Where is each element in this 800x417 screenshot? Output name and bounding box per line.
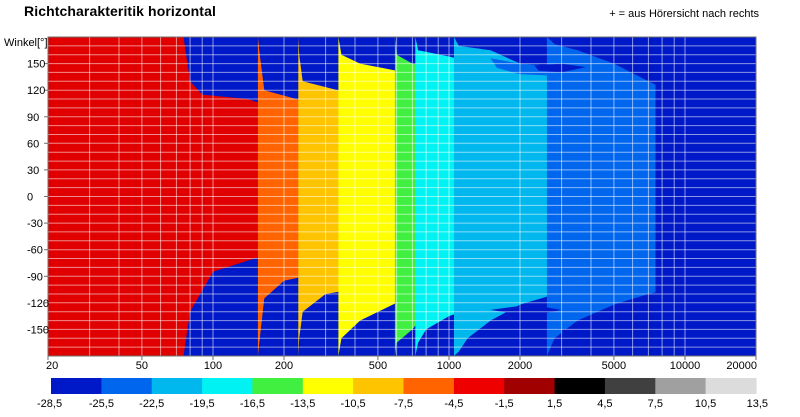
color-scale-swatch-1	[101, 378, 153, 394]
color-scale-swatch-3	[202, 378, 254, 394]
y-tick-label-0: 150	[27, 59, 45, 71]
color-scale-swatch-6	[353, 378, 405, 394]
color-scale-label-8: -4,5	[444, 398, 463, 410]
color-scale-label-2: -22,5	[139, 398, 164, 410]
color-scale-swatch-7	[403, 378, 455, 394]
color-scale-swatch-8	[453, 378, 505, 394]
y-tick-label-4: 30	[27, 165, 39, 177]
color-scale-swatch-4	[252, 378, 304, 394]
x-tick-label-1: 50	[136, 360, 148, 372]
y-axis-label: Winkel[°]	[4, 37, 48, 49]
y-tick-label-1: 120	[27, 85, 45, 97]
color-scale-label-9: -1,5	[495, 398, 514, 410]
y-tick-label-2: 90	[27, 112, 39, 124]
x-tick-label-7: 5000	[602, 360, 626, 372]
color-scale-label-0: -28,5	[37, 398, 62, 410]
x-tick-label-5: 1000	[437, 360, 461, 372]
color-scale-labels: -28,5 -25,5 -22,5 -19,5 -16,5 -13,5 -10,5 -7,5 -…	[37, 398, 768, 410]
plot-grid	[48, 37, 756, 356]
y-tick-label-3: 60	[27, 138, 39, 150]
color-scale-label-3: -19,5	[190, 398, 215, 410]
x-tick-label-3: 200	[275, 360, 293, 372]
color-scale-label-10: 1,5	[547, 398, 562, 410]
y-axis-ticks: 150 120 90 60 30 0 -30 -60 -90 -120 -150	[27, 59, 49, 337]
color-scale-swatch-10	[554, 378, 606, 394]
contour-level-12	[490, 304, 562, 317]
contour-level-10	[534, 63, 586, 73]
color-scale-label-14: 13,5	[747, 398, 768, 410]
y-tick-label-6: -30	[27, 218, 43, 230]
x-axis-ticks: 20 50 100 200 500 1000 2000 5000 10000 20000	[46, 356, 757, 372]
color-scale-swatches	[51, 378, 757, 394]
y-tick-label-9: -120	[27, 298, 49, 310]
color-scale-swatch-12	[655, 378, 707, 394]
x-tick-label-6: 2000	[508, 360, 532, 372]
chart-title: Richtcharakteritik horizontal	[24, 3, 216, 19]
y-tick-label-7: -60	[27, 245, 43, 257]
color-scale-label-5: -13,5	[290, 398, 315, 410]
x-tick-label-0: 20	[46, 360, 58, 372]
color-scale-label-4: -16,5	[240, 398, 265, 410]
color-scale-swatch-5	[302, 378, 354, 394]
y-tick-label-5: 0	[27, 192, 33, 204]
color-scale-label-12: 7,5	[648, 398, 663, 410]
color-scale-label-6: -10,5	[341, 398, 366, 410]
x-tick-label-9: 20000	[726, 360, 757, 372]
color-scale-swatch-11	[604, 378, 656, 394]
color-scale-swatch-13	[705, 378, 757, 394]
x-tick-label-2: 100	[204, 360, 222, 372]
color-scale-swatch-0	[51, 378, 102, 394]
color-scale-label-1: -25,5	[89, 398, 114, 410]
x-tick-label-4: 500	[369, 360, 387, 372]
color-scale-label-7: -7,5	[394, 398, 413, 410]
y-tick-label-10: -150	[27, 324, 49, 336]
contour-level-11	[561, 325, 641, 348]
orientation-note: + = aus Hörersicht nach rechts	[609, 8, 759, 20]
x-tick-label-8: 10000	[670, 360, 701, 372]
color-scale-swatch-2	[151, 378, 203, 394]
color-scale-label-13: 10,5	[695, 398, 716, 410]
color-scale-label-11: 4,5	[597, 398, 612, 410]
color-scale-swatch-9	[504, 378, 556, 394]
y-tick-label-8: -90	[27, 271, 43, 283]
